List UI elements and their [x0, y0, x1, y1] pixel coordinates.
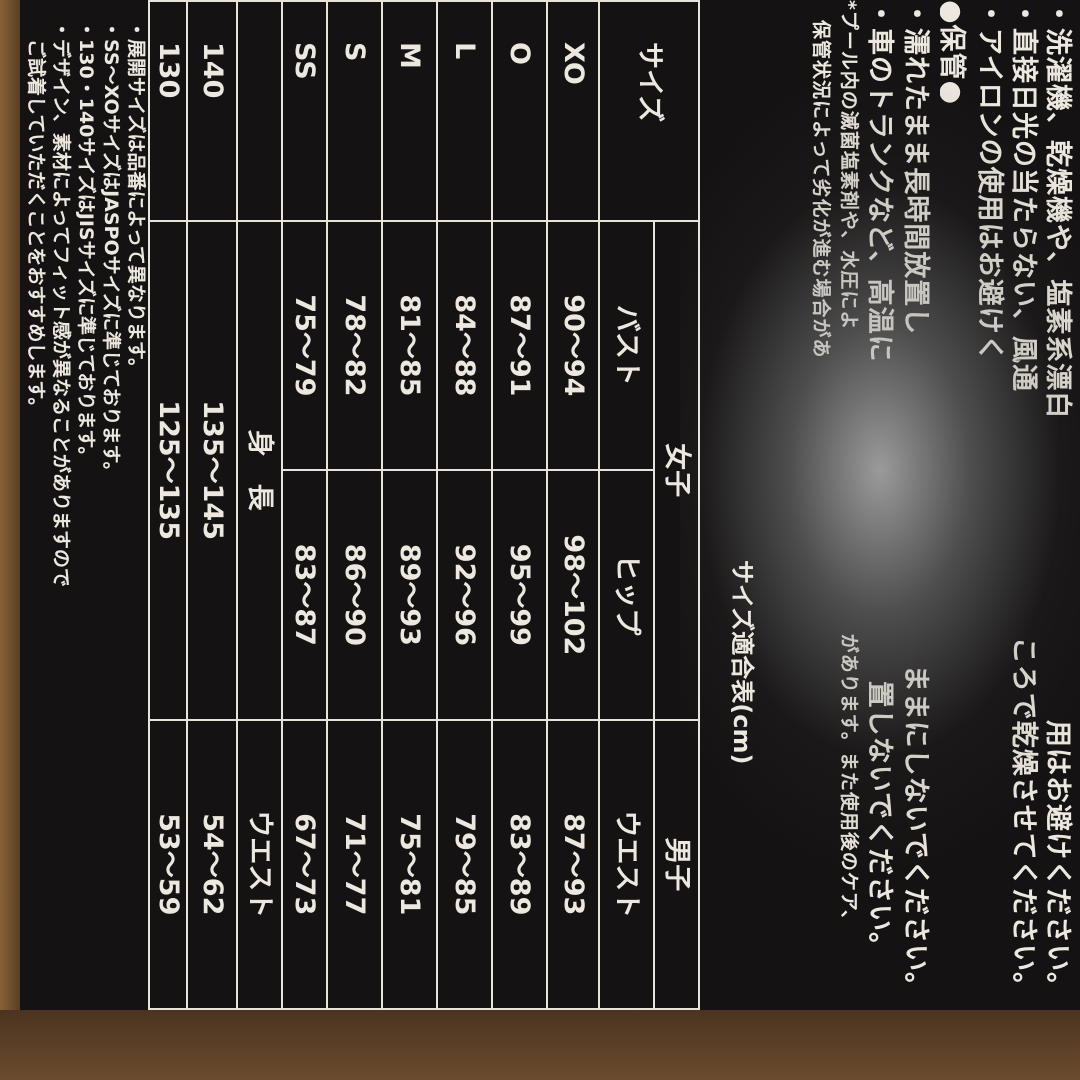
note: ・SS～XOサイズはJASPOサイズに準じております。 [100, 20, 122, 481]
note: ・展開サイズは品番によって異なります。 [125, 20, 147, 378]
header-waist: ウエスト [599, 719, 654, 1009]
table-row: M 81～85 89～93 75～81 [382, 1, 437, 1009]
storage-line: ・車のトランクなど、高温に 置しないでください。 [868, 0, 895, 960]
size-table: サイズ 女子 男子 バスト ヒップ ウエスト XO 90～94 98～102 87～9… [148, 0, 700, 1010]
care-line: ・洗濯機、乾燥機や、塩素系漂白 用はお避けください。 [1046, 0, 1073, 1000]
table-row: S 78～82 86～90 71～77 [327, 1, 382, 1009]
storage-line: ・濡れたまま長時間放置し ままにしないでください。 [904, 0, 931, 1000]
size-notes: ・展開サイズは品番によって異なります。 ・SS～XOサイズはJASPOサイズに準… [23, 20, 148, 980]
table-row: L 84～88 92～96 79～85 [437, 1, 492, 1009]
header-bust: バスト [599, 220, 654, 471]
header-height: 身 長 [237, 220, 282, 720]
note: ご試着していただくことをおすすめします。 [25, 20, 47, 417]
storage-heading: ●保管● [940, 0, 967, 106]
note: ・130・140サイズはJISサイズに準じております。 [75, 20, 97, 466]
note: ・デザイン、素材によってフィット感が異なることがありますので [50, 20, 72, 587]
table-caption: サイズ適合表(cm) [728, 560, 756, 765]
table-row: O 87～91 95～99 83～89 [492, 1, 547, 1009]
care-line: ・直接日光の当たらない、風通 ころで乾燥させてください。 [1012, 0, 1039, 1000]
wooden-surface [0, 1010, 1080, 1080]
table-row: 140 135～145 54～62 [187, 1, 237, 1009]
storage-note: 保管状況によって劣化が進む場合があ [810, 20, 832, 359]
storage-note: *プール内の滅菌塩素剤や、水圧によ があります。また使用後のケア、 [838, 0, 860, 930]
header-female: 女子 [654, 220, 699, 720]
header-waist-kids: ウエスト [237, 719, 282, 1009]
care-line: ・アイロンの使用はお避けく [978, 0, 1005, 363]
wooden-surface [0, 0, 20, 1010]
header-hip: ヒップ [599, 470, 654, 720]
table-row: XO 90～94 98～102 87～93 [547, 1, 599, 1009]
header-size: サイズ [599, 1, 699, 221]
table-row: 130 125～135 53～59 [149, 1, 187, 1009]
table-row: SS 75～79 83～87 67～73 [282, 1, 327, 1009]
header-male: 男子 [654, 719, 699, 1009]
package-label: ・洗濯機、乾燥機や、塩素系漂白 用はお避けください。 ・直接日光の当たらない、風通… [20, 0, 1080, 1010]
empty-cell [237, 1, 282, 221]
